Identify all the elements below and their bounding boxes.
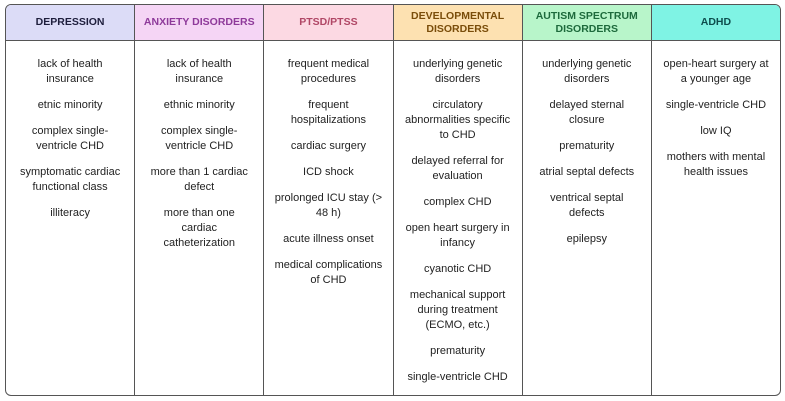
risk-factor: prematurity	[559, 140, 615, 152]
risk-factor: ICD shock	[303, 166, 354, 178]
column: ADHD open-heart surgery at a younger age s…	[651, 5, 780, 395]
risk-factor: ethnic minority	[163, 99, 235, 111]
risk-factor: cyanotic CHD	[423, 263, 492, 275]
column-header: ANXIETY DISORDERS	[135, 5, 264, 41]
column-body: lack of health insurance ethnic minority c…	[135, 41, 263, 395]
column-header: AUTISM SPECTRUM DISORDERS	[522, 5, 651, 41]
risk-factor: single-ventricle CHD	[665, 99, 767, 111]
risk-factor: atrial septal defects	[539, 166, 635, 178]
column: AUTISM SPECTRUM DISORDERS underlying gene…	[522, 5, 652, 395]
risk-factor: lack of health insurance	[37, 58, 103, 85]
column: PTSD/PTSS frequent medical procedures freq…	[264, 5, 394, 395]
column-header: DEPRESSION	[6, 5, 135, 41]
risk-factor: complex single-ventricle CHD	[161, 125, 238, 152]
risk-factor: cardiac surgery	[290, 140, 367, 152]
risk-factor: open heart surgery in infancy	[405, 222, 510, 249]
column: DEVELOPMENTAL DISORDERS underlying geneti…	[393, 5, 523, 395]
risk-factor: delayed sternal closure	[549, 99, 625, 126]
risk-factor: lack of health insurance	[166, 58, 232, 85]
risk-factor: prolonged ICU stay (> 48 h)	[274, 192, 383, 219]
risk-factor: more than one cardiac catheterization	[163, 207, 236, 249]
risk-factor: underlying genetic disorders	[412, 58, 503, 85]
risk-factor: acute illness onset	[283, 233, 374, 245]
risk-factor: prematurity	[430, 345, 486, 357]
risk-factor: more than 1 cardiac defect	[150, 166, 248, 193]
column: ANXIETY DISORDERS lack of health insuranc…	[135, 5, 265, 395]
risk-factor: single-ventricle CHD	[407, 371, 508, 383]
risk-factor: ventrical septal defects	[550, 192, 624, 219]
risk-factor: circulatory abnormalities specific to CH…	[405, 99, 511, 141]
risk-factor: complex single-ventricle CHD	[31, 125, 109, 152]
risk-factor: low IQ	[700, 125, 732, 137]
risk-factor: complex CHD	[423, 196, 492, 208]
risk-factor: epilepsy	[566, 233, 607, 245]
risk-factor: medical complications of CHD	[274, 259, 383, 286]
column-body: underlying genetic disorders circulatory …	[394, 41, 522, 395]
column: DEPRESSION lack of health insurance etnic …	[6, 5, 136, 395]
risk-factor: illiteracy	[50, 207, 90, 219]
column-body: lack of health insurance etnic minority co…	[6, 41, 134, 395]
risk-factor: etnic minority	[37, 99, 103, 111]
risk-factor: mothers with mental health issues	[666, 151, 766, 178]
column-body: underlying genetic disorders delayed ster…	[523, 41, 651, 395]
column-header: DEVELOPMENTAL DISORDERS	[393, 5, 522, 41]
risk-factor: frequent medical procedures	[287, 58, 370, 85]
column-header: PTSD/PTSS	[264, 5, 393, 41]
column-header: ADHD	[651, 5, 780, 41]
column-body: frequent medical procedures frequent hosp…	[264, 41, 392, 395]
column-body: open-heart surgery at a younger age singl…	[652, 41, 780, 395]
risk-factor: symptomatic cardiac functional class	[19, 166, 121, 193]
risk-factor: underlying genetic disorders	[542, 58, 632, 85]
risk-factor: frequent hospitalizations	[290, 99, 367, 126]
table: DEPRESSION lack of health insurance etnic …	[5, 4, 781, 396]
risk-factor: open-heart surgery at a younger age	[663, 58, 769, 85]
risk-factor: delayed referral for evaluation	[411, 155, 504, 182]
risk-factor: mechanical support during treatment (ECM…	[409, 289, 506, 331]
